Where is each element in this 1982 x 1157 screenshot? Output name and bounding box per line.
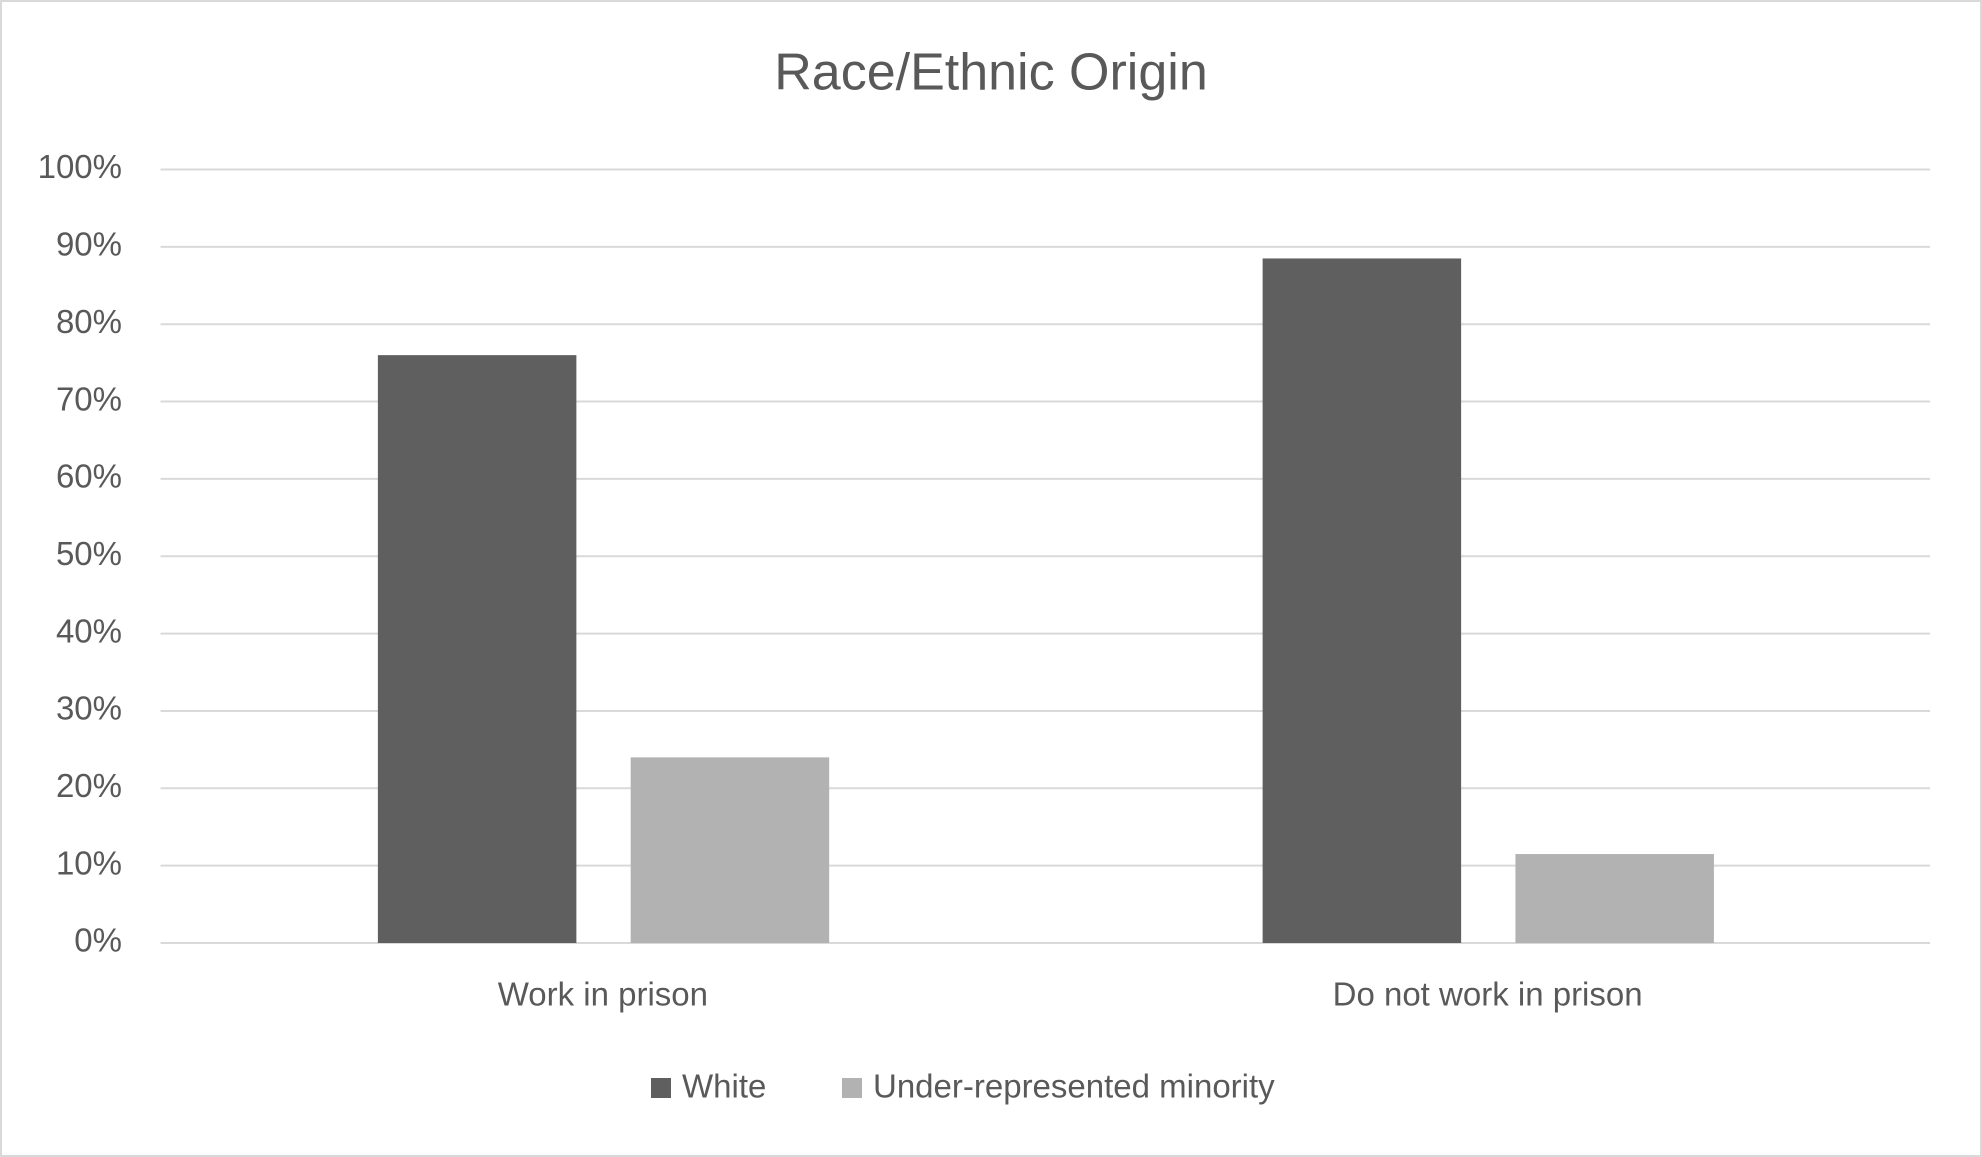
y-tick-label: 70%	[56, 380, 122, 417]
y-tick-label: 100%	[38, 148, 122, 185]
bar	[377, 355, 577, 943]
bar	[630, 757, 830, 943]
bar	[1262, 258, 1462, 943]
legend-swatch	[651, 1078, 671, 1098]
chart-title: Race/Ethnic Origin	[774, 44, 1208, 102]
y-tick-label: 20%	[56, 767, 122, 804]
legend-swatch	[842, 1078, 862, 1098]
y-tick-label: 90%	[56, 226, 122, 263]
y-tick-label: 10%	[56, 844, 122, 881]
y-tick-label: 60%	[56, 458, 122, 495]
y-tick-label: 40%	[56, 612, 122, 649]
y-tick-label: 50%	[56, 535, 122, 572]
x-tick-label: Do not work in prison	[1333, 976, 1643, 1013]
y-tick-label: 80%	[56, 303, 122, 340]
y-tick-label: 30%	[56, 690, 122, 727]
x-tick-label: Work in prison	[498, 976, 708, 1013]
bar	[1515, 854, 1714, 943]
y-tick-label: 0%	[74, 922, 122, 959]
legend-label: Under-represented minority	[873, 1068, 1275, 1105]
legend-label: White	[682, 1068, 766, 1105]
